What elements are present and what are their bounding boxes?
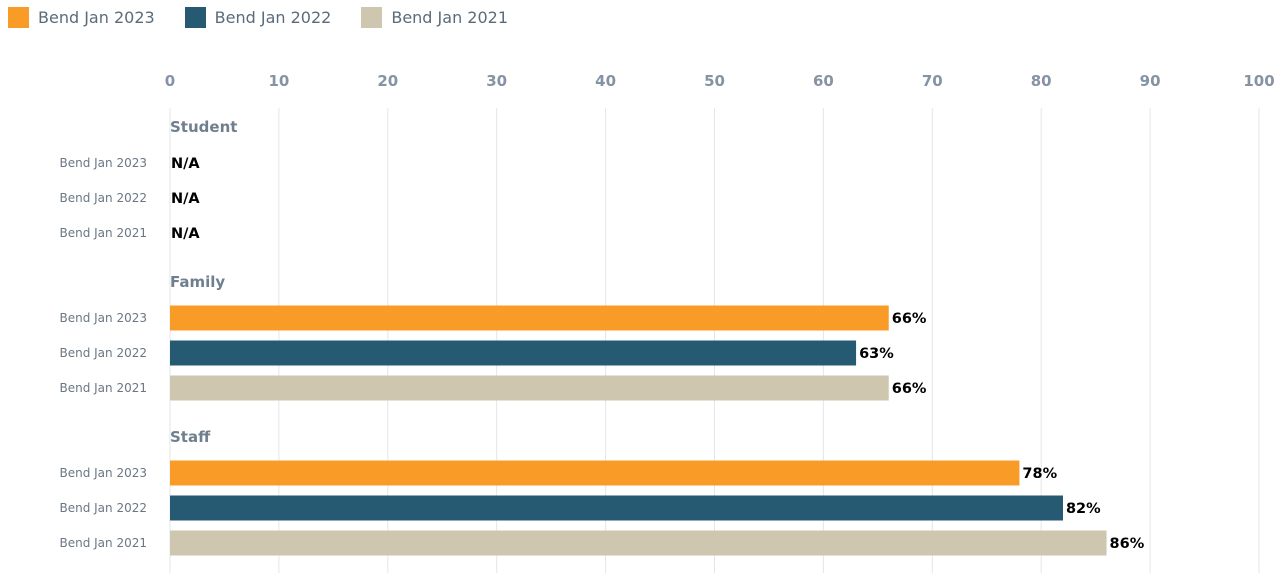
x-tick-label-60: 60 [813, 72, 834, 90]
value-label-student-bend-jan-2022: N/A [171, 191, 200, 207]
row-label-staff-bend-jan-2022: Bend Jan 2022 [59, 501, 147, 515]
value-label-staff-bend-jan-2023: 78% [1022, 466, 1057, 482]
chart-legend: Bend Jan 2023 Bend Jan 2022 Bend Jan 202… [8, 4, 538, 30]
x-tick-label-0: 0 [165, 72, 175, 90]
x-tick-label-10: 10 [268, 72, 289, 90]
legend-swatch-bend-jan-2022 [184, 6, 206, 28]
x-tick-label-30: 30 [486, 72, 507, 90]
bar-family-bend-jan-2021 [170, 375, 889, 401]
value-label-family-bend-jan-2023: 66% [892, 311, 927, 327]
x-tick-label-80: 80 [1031, 72, 1052, 90]
value-label-student-bend-jan-2021: N/A [171, 226, 200, 242]
value-label-student-bend-jan-2023: N/A [171, 156, 200, 172]
group-label-student: Student [170, 118, 237, 136]
row-label-family-bend-jan-2022: Bend Jan 2022 [59, 346, 147, 360]
legend-swatch-bend-jan-2023 [8, 6, 29, 28]
x-tick-label-50: 50 [704, 72, 725, 90]
bar-staff-bend-jan-2022 [170, 495, 1063, 521]
x-tick-label-40: 40 [595, 72, 616, 90]
legend-label-bend-jan-2023: Bend Jan 2023 [38, 7, 155, 27]
bar-staff-bend-jan-2021 [170, 530, 1107, 556]
bar-staff-bend-jan-2023 [170, 460, 1020, 486]
x-tick-label-70: 70 [922, 72, 943, 90]
row-label-student-bend-jan-2021: Bend Jan 2021 [59, 226, 147, 240]
row-label-staff-bend-jan-2021: Bend Jan 2021 [59, 536, 147, 550]
value-label-staff-bend-jan-2021: 86% [1110, 536, 1145, 552]
legend-item-bend-jan-2021[interactable]: Bend Jan 2021 [361, 6, 509, 28]
bar-family-bend-jan-2023 [170, 305, 889, 331]
legend-label-bend-jan-2021: Bend Jan 2021 [391, 7, 509, 27]
row-label-staff-bend-jan-2023: Bend Jan 2023 [59, 466, 147, 480]
x-tick-label-90: 90 [1140, 72, 1161, 90]
group-label-family: Family [170, 273, 225, 291]
x-tick-label-20: 20 [377, 72, 398, 90]
legend-label-bend-jan-2022: Bend Jan 2022 [214, 7, 332, 27]
value-label-family-bend-jan-2021: 66% [892, 381, 927, 397]
value-label-staff-bend-jan-2022: 82% [1066, 501, 1101, 517]
legend-item-bend-jan-2023[interactable]: Bend Jan 2023 [8, 6, 155, 28]
row-label-student-bend-jan-2022: Bend Jan 2022 [59, 191, 147, 205]
legend-swatch-bend-jan-2021 [361, 6, 383, 28]
row-label-student-bend-jan-2023: Bend Jan 2023 [59, 156, 147, 170]
row-label-family-bend-jan-2023: Bend Jan 2023 [59, 311, 147, 325]
x-tick-label-100: 100 [1243, 72, 1274, 90]
value-label-family-bend-jan-2022: 63% [859, 346, 894, 362]
group-label-staff: Staff [170, 428, 211, 446]
legend-item-bend-jan-2022[interactable]: Bend Jan 2022 [184, 6, 332, 28]
row-label-family-bend-jan-2021: Bend Jan 2021 [59, 381, 147, 395]
bar-family-bend-jan-2022 [170, 340, 857, 366]
